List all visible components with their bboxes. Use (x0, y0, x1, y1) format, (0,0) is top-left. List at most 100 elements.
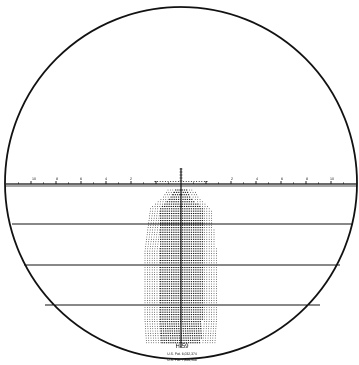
holdover-dot (213, 328, 214, 330)
holdover-dot (211, 321, 212, 323)
holdover-dot (205, 332, 207, 334)
holdover-dot (156, 271, 158, 273)
holdover-dot (148, 241, 150, 243)
scale-label: 6 (80, 177, 82, 181)
holdover-dot (211, 302, 213, 304)
holdover-dot (145, 245, 147, 247)
holdover-dot (157, 206, 158, 207)
holdover-dot (145, 335, 147, 337)
holdover-dot (215, 260, 217, 261)
holdover-dot (203, 295, 205, 297)
holdover-dot (211, 255, 213, 257)
holdover-dot (146, 314, 148, 315)
holdover-dot (211, 297, 213, 299)
holdover-dot (149, 285, 151, 287)
holdover-dot (215, 250, 217, 252)
holdover-dot (203, 297, 205, 299)
holdover-dot (157, 339, 159, 341)
holdover-dot (211, 264, 213, 266)
holdover-dot (148, 222, 150, 224)
holdover-dot (208, 271, 210, 273)
holdover-dot (151, 217, 153, 219)
holdover-dot (158, 276, 160, 278)
holdover-dot (152, 229, 153, 231)
holdover-dot (144, 260, 146, 261)
holdover-dot (212, 330, 214, 332)
holdover-dot (169, 189, 171, 191)
holdover-dot (212, 332, 214, 334)
holdover-dot (215, 304, 217, 306)
holdover-dot (144, 307, 146, 308)
holdover-dot (154, 248, 156, 250)
holdover-dot (208, 253, 210, 254)
holdover-dot (204, 206, 206, 207)
holdover-dot (205, 325, 207, 327)
holdover-dot (150, 208, 151, 210)
holdover-dot (159, 229, 161, 231)
holdover-dot (207, 332, 209, 334)
holdover-dot (148, 217, 150, 219)
holdover-dot (149, 255, 151, 257)
holdover-dot (215, 332, 216, 334)
holdover-dot (151, 321, 153, 323)
holdover-dot (208, 292, 210, 294)
holdover-dot (202, 335, 204, 337)
holdover-dot (144, 257, 146, 259)
holdover-dot (154, 285, 156, 287)
holdover-dot (211, 213, 213, 214)
holdover-dot (154, 229, 156, 231)
holdover-dot (203, 255, 205, 257)
holdover-dot (203, 290, 205, 292)
holdover-dot (160, 198, 162, 200)
holdover-dot (211, 234, 213, 236)
holdover-dot (213, 314, 215, 315)
holdover-dot (206, 302, 208, 304)
holdover-dot (149, 269, 151, 271)
holdover-dot (146, 234, 148, 236)
holdover-dot (152, 243, 154, 245)
holdover-dot (144, 297, 146, 299)
holdover-dot (206, 264, 208, 266)
holdover-dot (156, 297, 158, 299)
holdover-dot (213, 234, 215, 236)
holdover-dot (150, 220, 152, 221)
holdover-dot (211, 271, 213, 273)
holdover-dot (215, 302, 217, 304)
holdover-dot (158, 262, 160, 264)
center-dot (196, 180, 198, 183)
holdover-dot (197, 198, 199, 200)
holdover-dot (153, 238, 155, 240)
holdover-dot (215, 300, 217, 301)
holdover-dot (215, 330, 217, 332)
holdover-dot (213, 307, 215, 308)
holdover-dot (203, 224, 205, 226)
holdover-dot (211, 309, 213, 311)
holdover-dot (206, 285, 208, 287)
holdover-dot (146, 309, 148, 311)
holdover-dot (190, 191, 192, 193)
holdover-dot (215, 274, 217, 276)
holdover-dot (158, 271, 160, 273)
holdover-dot (157, 332, 159, 334)
holdover-dot (158, 311, 160, 313)
holdover-dot (203, 300, 205, 301)
holdover-dot (149, 231, 151, 233)
holdover-dot (152, 248, 153, 250)
holdover-dot (206, 210, 208, 212)
holdover-dot (156, 229, 158, 231)
holdover-dot (213, 321, 215, 323)
holdover-dot (158, 250, 160, 252)
holdover-dot (211, 243, 213, 245)
holdover-dot (146, 285, 148, 287)
holdover-dot (147, 243, 149, 245)
holdover-dot (156, 255, 158, 257)
holdover-dot (211, 307, 213, 308)
holdover-dot (150, 337, 152, 339)
holdover-dot (156, 274, 158, 276)
holdover-dot (144, 300, 146, 301)
holdover-dot (208, 269, 210, 271)
holdover-dot (208, 285, 210, 287)
holdover-dot (154, 203, 156, 205)
holdover-dot (144, 262, 146, 264)
holdover-dot (203, 283, 205, 285)
